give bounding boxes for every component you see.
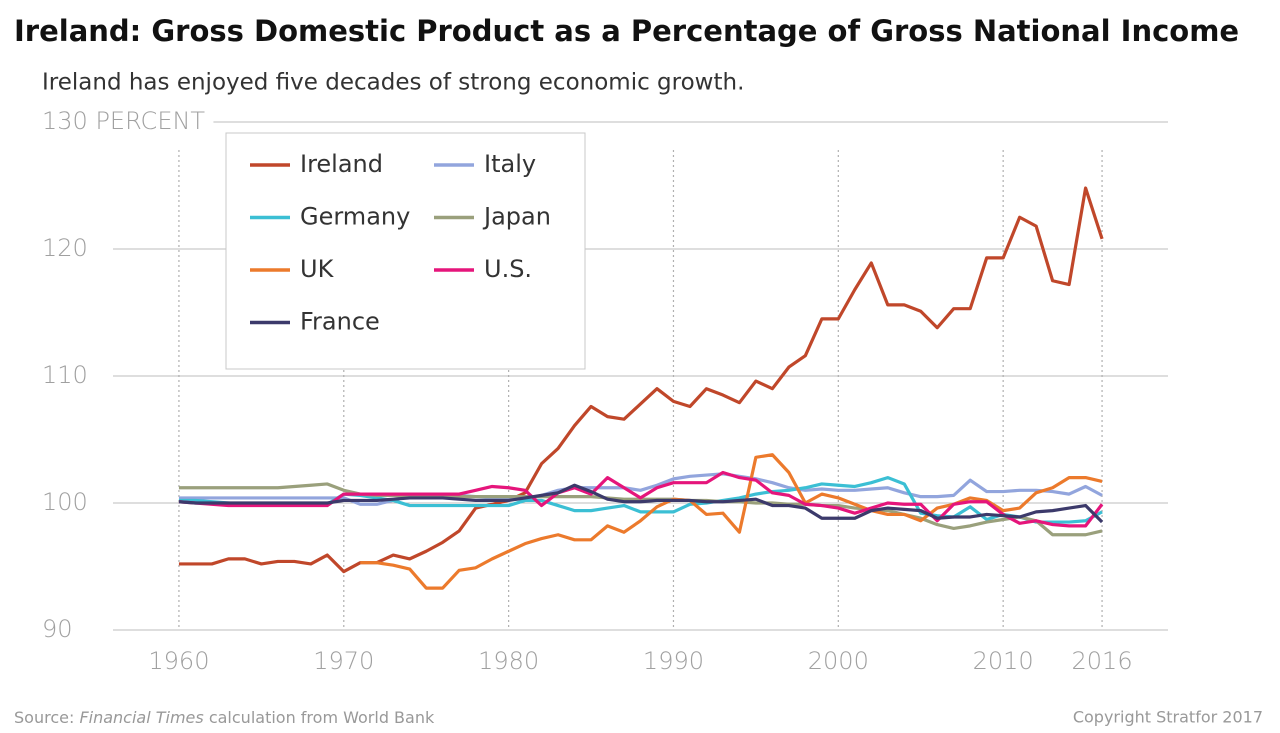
legend-box <box>225 132 586 370</box>
legend-label: Italy <box>484 150 536 178</box>
legend: Ireland Italy Germany Japan UK U.S. France <box>225 132 586 370</box>
series-line <box>360 453 1103 590</box>
legend-label: Ireland <box>300 150 383 178</box>
source-italic: Financial Times <box>79 708 203 727</box>
source-suffix: calculation from World Bank <box>209 708 435 727</box>
x-tick-label: 2010 <box>973 647 1034 675</box>
y-tick-label: 100 <box>42 488 88 516</box>
legend-label: Japan <box>482 203 551 231</box>
series-line <box>178 472 1103 506</box>
series-line <box>178 483 1104 524</box>
copyright: Copyright Stratfor 2017 <box>1073 708 1263 727</box>
legend-label: UK <box>300 255 335 283</box>
source-prefix: Source: <box>14 708 74 727</box>
plot-lines <box>178 186 1104 590</box>
legend-label: Germany <box>300 203 410 231</box>
x-tick-label: 2016 <box>1072 647 1133 675</box>
x-tick-label: 1970 <box>313 647 374 675</box>
x-tick-label: 1990 <box>643 647 704 675</box>
x-tick-label: 2000 <box>808 647 869 675</box>
chart-title: Ireland: Gross Domestic Product as a Per… <box>14 14 1239 48</box>
series-line <box>178 186 1104 574</box>
chart-subtitle: Ireland has enjoyed five decades of stro… <box>42 70 744 96</box>
y-tick-label: 90 <box>42 615 73 643</box>
source: Source: Financial Times calculation from… <box>14 708 435 727</box>
legend-label: U.S. <box>484 255 532 283</box>
grid: 90 100 110 120 130 PERCENT 1960 1970 1980 1990 20… <box>42 107 1168 675</box>
y-tick-label: 110 <box>42 361 88 389</box>
y-tick-label: 120 <box>42 234 88 262</box>
x-tick-label: 1980 <box>478 647 539 675</box>
y-tick-label: 130 PERCENT <box>42 107 205 135</box>
legend-label: France <box>300 308 380 336</box>
x-tick-label: 1960 <box>148 647 209 675</box>
